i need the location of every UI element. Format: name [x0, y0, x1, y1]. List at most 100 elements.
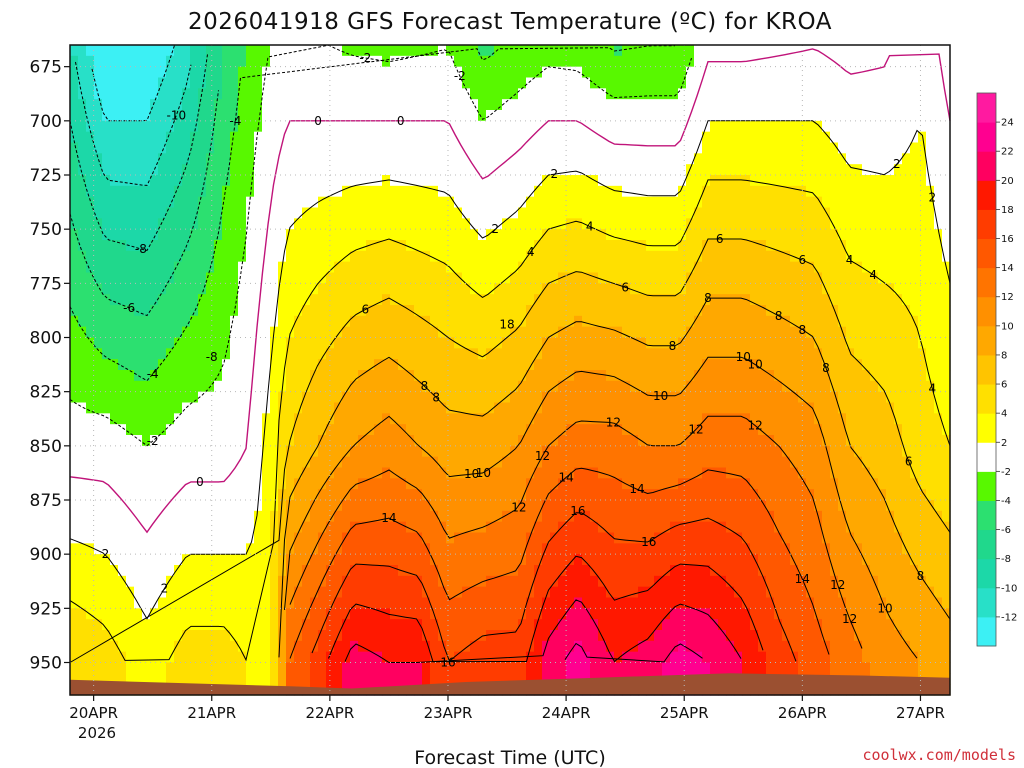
temperature-cell — [526, 445, 535, 458]
temperature-cell — [590, 326, 599, 339]
temperature-cell — [406, 370, 415, 382]
temperature-cell — [670, 640, 679, 653]
temperature-cell — [190, 489, 199, 501]
temperature-cell — [590, 510, 599, 523]
temperature-cell — [550, 175, 559, 187]
temperature-cell — [462, 575, 471, 588]
temperature-cell — [214, 337, 223, 349]
temperature-cell — [414, 250, 423, 263]
temperature-cell — [214, 424, 223, 436]
temperature-cell — [70, 229, 79, 241]
temperature-cell — [542, 391, 551, 404]
temperature-cell — [566, 110, 575, 122]
temperature-cell — [262, 240, 271, 252]
temperature-cell — [358, 45, 367, 57]
temperature-cell — [86, 467, 95, 479]
temperature-cell — [302, 142, 311, 154]
temperature-cell — [558, 532, 567, 544]
temperature-cell — [70, 131, 79, 144]
temperature-cell — [414, 565, 423, 577]
temperature-cell — [302, 315, 311, 328]
temperature-cell — [622, 45, 631, 57]
temperature-cell — [566, 326, 575, 339]
temperature-cell — [150, 175, 159, 187]
temperature-cell — [366, 348, 375, 360]
temperature-cell — [670, 164, 679, 176]
temperature-cell — [558, 662, 567, 674]
temperature-cell — [190, 370, 199, 382]
temperature-cell — [694, 521, 703, 534]
temperature-cell — [542, 185, 551, 198]
temperature-cell — [142, 272, 151, 284]
temperature-cell — [718, 229, 727, 241]
temperature-cell — [382, 305, 391, 317]
temperature-cell — [686, 532, 695, 544]
temperature-cell — [382, 261, 391, 274]
temperature-cell — [198, 153, 207, 165]
temperature-cell — [390, 597, 399, 609]
temperature-cell — [118, 120, 127, 133]
temperature-cell — [494, 640, 503, 653]
temperature-cell — [110, 630, 119, 642]
temperature-cell — [286, 66, 295, 79]
temperature-cell — [462, 337, 471, 349]
temperature-cell — [294, 88, 303, 100]
temperature-cell — [126, 413, 135, 425]
temperature-cell — [446, 110, 455, 122]
temperature-cell — [414, 120, 423, 133]
temperature-cell — [446, 131, 455, 144]
temperature-cell — [494, 88, 503, 100]
temperature-cell — [278, 55, 287, 68]
temperature-cell — [150, 99, 159, 111]
temperature-cell — [398, 142, 407, 154]
temperature-cell — [606, 185, 615, 198]
temperature-cell — [702, 196, 711, 209]
temperature-cell — [174, 77, 183, 89]
temperature-cell — [686, 294, 695, 306]
temperature-cell — [126, 55, 135, 68]
temperature-cell — [334, 619, 343, 631]
temperature-cell — [574, 142, 583, 154]
temperature-cell — [294, 326, 303, 339]
temperature-cell — [254, 651, 263, 664]
temperature-cell — [238, 586, 247, 599]
temperature-cell — [246, 164, 255, 176]
temperature-cell — [470, 532, 479, 544]
temperature-cell — [510, 478, 519, 490]
temperature-cell — [222, 326, 231, 339]
temperature-cell — [686, 630, 695, 642]
temperature-cell — [382, 597, 391, 609]
temperature-cell — [686, 66, 695, 79]
temperature-cell — [374, 305, 383, 317]
temperature-cell — [422, 521, 431, 534]
temperature-cell — [366, 456, 375, 469]
temperature-cell — [478, 413, 487, 425]
temperature-cell — [542, 586, 551, 599]
temperature-cell — [510, 283, 519, 295]
temperature-cell — [150, 630, 159, 642]
temperature-cell — [686, 196, 695, 209]
temperature-cell — [334, 424, 343, 436]
temperature-cell — [342, 435, 351, 447]
temperature-cell — [142, 489, 151, 501]
temperature-cell — [494, 597, 503, 609]
temperature-cell — [70, 586, 79, 599]
temperature-cell — [614, 662, 623, 674]
temperature-cell — [358, 88, 367, 100]
temperature-cell — [678, 445, 687, 458]
temperature-cell — [606, 554, 615, 566]
temperature-cell — [254, 467, 263, 479]
temperature-cell — [278, 445, 287, 458]
temperature-cell — [494, 250, 503, 263]
temperature-cell — [590, 597, 599, 609]
temperature-cell — [574, 175, 583, 187]
temperature-cell — [438, 120, 447, 133]
temperature-cell — [238, 456, 247, 469]
temperature-cell — [86, 164, 95, 176]
temperature-cell — [398, 608, 407, 620]
temperature-cell — [70, 315, 79, 328]
temperature-cell — [334, 66, 343, 79]
temperature-cell — [614, 380, 623, 393]
temperature-cell — [230, 283, 239, 295]
temperature-cell — [662, 359, 671, 371]
